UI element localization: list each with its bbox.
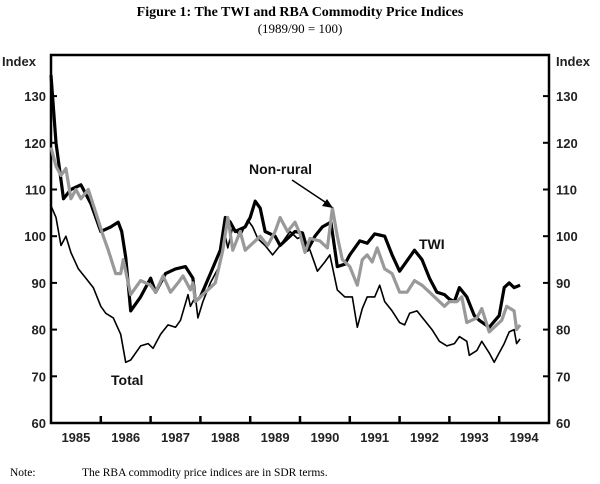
x-tick-label: 1989 (261, 430, 290, 445)
y-axis-label-right: Index (556, 54, 591, 69)
arrow-non-rural (291, 179, 329, 205)
y-tick-label-right: 120 (556, 136, 578, 151)
y-tick-label-left: 120 (24, 136, 46, 151)
y-tick-label-right: 60 (556, 416, 570, 431)
series-line-twi (49, 74, 521, 329)
y-tick-label-right: 110 (556, 183, 577, 198)
arrowhead-icon (322, 199, 333, 208)
y-tick-label-left: 110 (25, 183, 46, 198)
x-tick-label: 1990 (310, 430, 339, 445)
series-line-total (50, 205, 521, 364)
chart-title: Figure 1: The TWI and RBA Commodity Pric… (137, 5, 464, 20)
y-tick-label-left: 130 (24, 89, 46, 104)
y-tick-label-right: 100 (556, 229, 578, 244)
y-tick-label-left: 60 (32, 416, 46, 431)
y-axis-label-left: Index (2, 54, 37, 69)
x-tick-label: 1991 (360, 430, 389, 445)
y-tick-label-left: 90 (32, 276, 46, 291)
y-tick-label-left: 70 (32, 369, 46, 384)
y-tick-label-right: 90 (556, 276, 570, 291)
x-tick-label: 1992 (410, 430, 439, 445)
label-twi: TWI (419, 236, 445, 252)
x-tick-label: 1994 (510, 430, 540, 445)
y-tick-label-right: 80 (556, 323, 570, 338)
x-tick-label: 1993 (460, 430, 489, 445)
label-non-rural: Non-rural (249, 161, 312, 177)
x-tick-label: 1985 (61, 430, 90, 445)
chart-subtitle: (1989/90 = 100) (258, 21, 343, 36)
y-tick-label-left: 80 (32, 323, 46, 338)
note-label: Note: (10, 467, 36, 479)
series-line-non-rural (49, 147, 522, 334)
y-tick-label-right: 70 (556, 369, 570, 384)
y-tick-label-left: 100 (24, 229, 46, 244)
x-tick-label: 1987 (161, 430, 190, 445)
x-tick-label: 1988 (211, 430, 240, 445)
x-tick-label: 1986 (111, 430, 140, 445)
note-text: The RBA commodity price indices are in S… (82, 467, 328, 479)
y-tick-label-right: 130 (556, 89, 578, 104)
label-total: Total (111, 372, 143, 388)
